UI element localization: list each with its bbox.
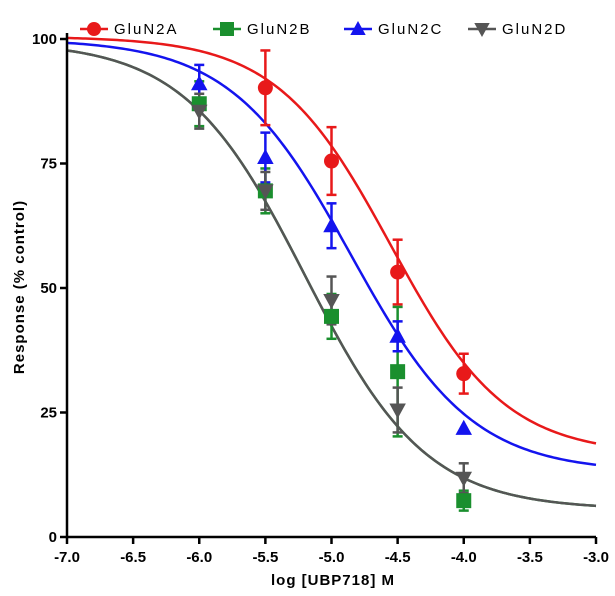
tick-labels: -7.0 -6.5 -6.0 -5.5 -5.0 -4.5 -4.0 -3.5 -3.0 0 25 5… xyxy=(32,31,609,566)
data-point-glun2d xyxy=(323,293,340,310)
data-point-glun2d xyxy=(455,471,472,487)
data-point-glun2d xyxy=(389,403,406,419)
data-point-glun2c xyxy=(257,148,274,164)
legend-marker-glun2c xyxy=(350,20,366,36)
legend-label-glun2b: GluN2B xyxy=(247,21,312,38)
error-bars xyxy=(194,49,469,512)
x-tick-label: -4.0 xyxy=(451,549,477,566)
y-axis-title: Response (% control) xyxy=(11,200,28,374)
x-tick-label: -7.0 xyxy=(54,549,80,566)
data-point-glun2b xyxy=(390,364,406,380)
y-tick-label: 50 xyxy=(40,280,57,297)
legend: GluN2A GluN2B GluN2C GluN2D xyxy=(80,20,567,38)
x-tick-label: -3.5 xyxy=(517,549,543,566)
x-axis-title: log [UBP718] M xyxy=(271,572,395,589)
legend-label-glun2d: GluN2D xyxy=(502,21,567,38)
x-tick-label: -4.5 xyxy=(385,549,411,566)
data-point-glun2c xyxy=(191,75,208,91)
fit-curves xyxy=(66,36,597,508)
y-tick-label: 25 xyxy=(40,405,57,422)
legend-label-glun2c: GluN2C xyxy=(378,21,443,38)
data-point-glun2c xyxy=(455,419,472,435)
fit-curve-glun2c xyxy=(66,41,597,467)
x-tick-label: -5.0 xyxy=(319,549,345,566)
y-tick-label: 100 xyxy=(32,31,57,48)
data-point-glun2a xyxy=(456,366,472,382)
y-tick-label: 75 xyxy=(40,156,57,173)
data-markers xyxy=(191,75,472,509)
data-point-glun2b xyxy=(324,308,339,324)
data-point-glun2c xyxy=(323,217,340,233)
legend-marker-glun2d xyxy=(474,22,490,38)
data-point-glun2b xyxy=(456,493,472,509)
axes xyxy=(60,33,598,544)
legend-marker-glun2a xyxy=(87,22,101,36)
x-tick-label: -5.5 xyxy=(252,549,278,566)
legend-label-glun2a: GluN2A xyxy=(114,21,179,38)
data-point-glun2a xyxy=(257,80,273,96)
y-tick-label: 0 xyxy=(49,529,57,546)
x-tick-label: -6.0 xyxy=(186,549,212,566)
legend-marker-glun2b xyxy=(220,22,234,36)
data-point-glun2d xyxy=(191,104,208,120)
x-tick-label: -6.5 xyxy=(120,549,146,566)
data-point-glun2d xyxy=(257,184,274,200)
data-point-glun2a xyxy=(324,153,339,169)
data-point-glun2a xyxy=(390,264,406,280)
x-tick-label: -3.0 xyxy=(583,549,609,566)
data-point-glun2c xyxy=(389,327,406,343)
